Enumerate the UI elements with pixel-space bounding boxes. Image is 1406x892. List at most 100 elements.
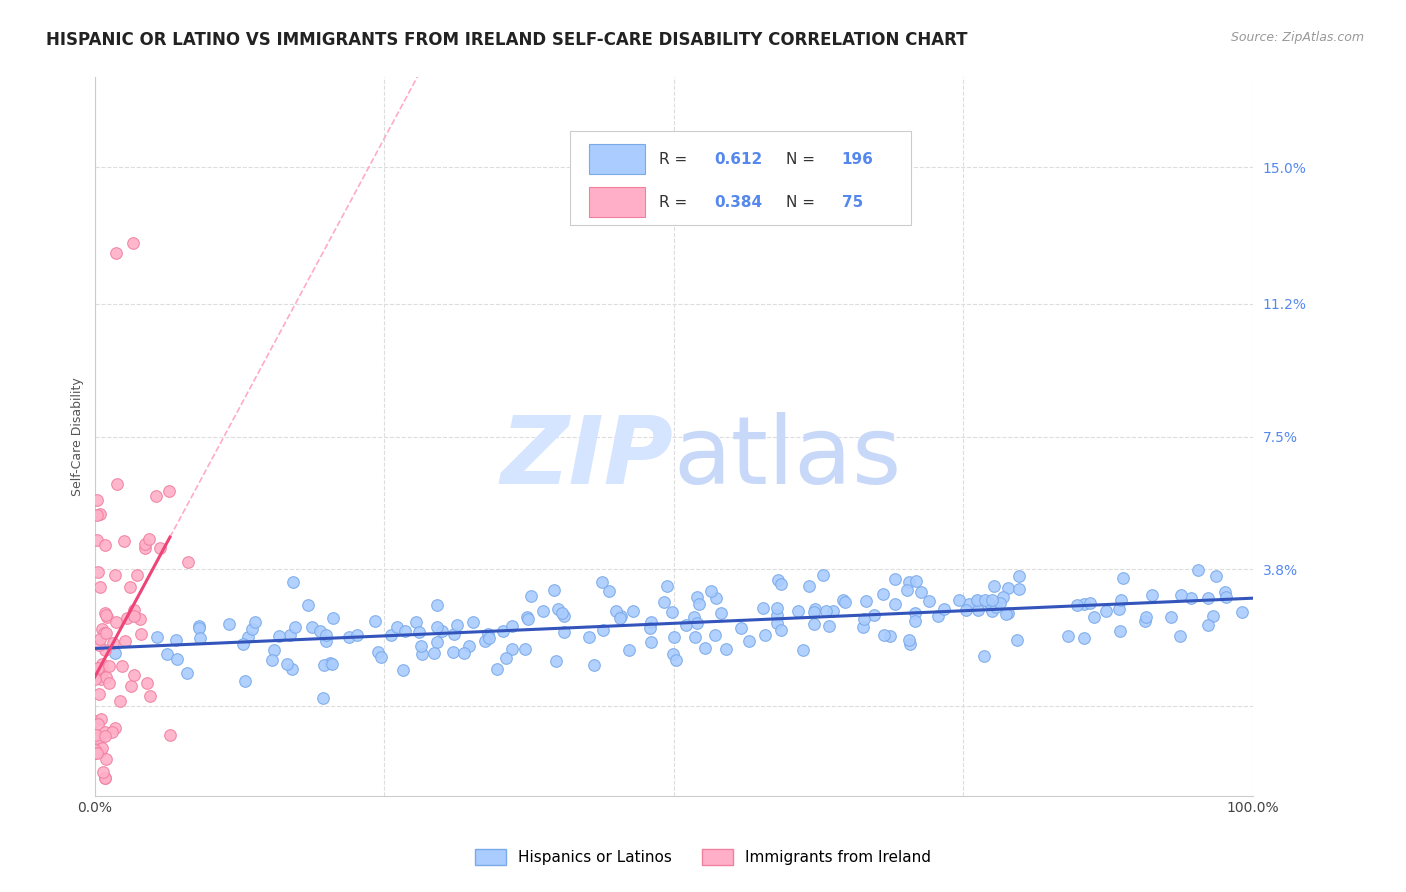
Point: [662, 630, 685, 644]
Point: [621, 604, 644, 618]
Point: [115, 611, 138, 625]
Point: [872, 587, 894, 601]
Point: [84, 672, 107, 686]
Point: [91, 740, 114, 755]
Point: [766, 573, 789, 587]
Point: [94, 606, 117, 620]
Point: [765, 615, 787, 630]
Point: [90, 657, 112, 672]
Point: [997, 581, 1019, 595]
Point: [430, 624, 453, 638]
Point: [93, 725, 115, 739]
Point: [710, 607, 733, 621]
Point: [1083, 609, 1105, 624]
Point: [853, 612, 876, 626]
Point: [139, 689, 162, 703]
Point: [104, 615, 127, 629]
Point: [260, 652, 283, 666]
Point: [582, 657, 605, 672]
Point: [640, 615, 662, 630]
Point: [104, 646, 127, 660]
Point: [94, 751, 117, 765]
Point: [834, 595, 856, 609]
Point: [94, 730, 117, 744]
Point: [441, 645, 464, 659]
Point: [638, 621, 661, 635]
Point: [86, 661, 108, 675]
Point: [394, 624, 416, 639]
Point: [112, 534, 135, 549]
Point: [122, 609, 145, 624]
Point: [610, 608, 633, 623]
Point: [176, 665, 198, 680]
Point: [94, 608, 117, 623]
Point: [1168, 629, 1191, 643]
Point: [675, 618, 697, 632]
Point: [948, 593, 970, 607]
Point: [122, 668, 145, 682]
Point: [738, 633, 761, 648]
Point: [699, 583, 721, 598]
Point: [411, 647, 433, 661]
Point: [309, 624, 332, 638]
Point: [898, 574, 921, 589]
Point: [957, 597, 980, 611]
Point: [90, 622, 112, 636]
Point: [242, 622, 264, 636]
Point: [932, 602, 955, 616]
Point: [90, 668, 112, 682]
Point: [128, 612, 150, 626]
Point: [321, 657, 343, 671]
Point: [804, 601, 827, 615]
Point: [188, 621, 211, 635]
Point: [665, 652, 688, 666]
Point: [278, 628, 301, 642]
Legend: Hispanics or Latinos, Immigrants from Ireland: Hispanics or Latinos, Immigrants from Ir…: [468, 843, 938, 871]
Point: [904, 615, 927, 629]
Text: N =: N =: [786, 194, 820, 210]
Point: [426, 635, 449, 649]
Point: [120, 679, 142, 693]
Point: [392, 664, 415, 678]
Point: [387, 620, 409, 634]
Point: [315, 628, 337, 642]
Point: [94, 539, 117, 553]
Point: [1230, 606, 1253, 620]
Point: [662, 647, 685, 661]
Point: [1073, 597, 1095, 611]
Point: [86, 533, 108, 547]
Point: [87, 565, 110, 579]
Point: [1202, 608, 1225, 623]
Point: [811, 568, 834, 582]
Point: [188, 631, 211, 645]
Text: R =: R =: [659, 152, 692, 167]
Point: [1187, 563, 1209, 577]
Point: [910, 584, 932, 599]
Point: [312, 690, 335, 705]
Point: [263, 643, 285, 657]
Point: [477, 627, 499, 641]
Point: [1133, 614, 1156, 628]
Point: [609, 611, 631, 625]
Point: [218, 617, 240, 632]
Point: [145, 489, 167, 503]
Point: [852, 619, 875, 633]
Point: [408, 625, 430, 640]
Point: [547, 602, 569, 616]
Point: [551, 606, 574, 620]
Point: [983, 579, 1005, 593]
Point: [380, 628, 402, 642]
Point: [276, 657, 298, 671]
Point: [86, 731, 108, 746]
Point: [458, 639, 481, 653]
Point: [1215, 590, 1237, 604]
Point: [501, 641, 523, 656]
Point: [855, 594, 877, 608]
Point: [814, 604, 837, 618]
Point: [786, 604, 808, 618]
Point: [423, 646, 446, 660]
Point: [478, 631, 501, 645]
Point: [661, 605, 683, 619]
Point: [693, 641, 716, 656]
Point: [897, 632, 920, 647]
